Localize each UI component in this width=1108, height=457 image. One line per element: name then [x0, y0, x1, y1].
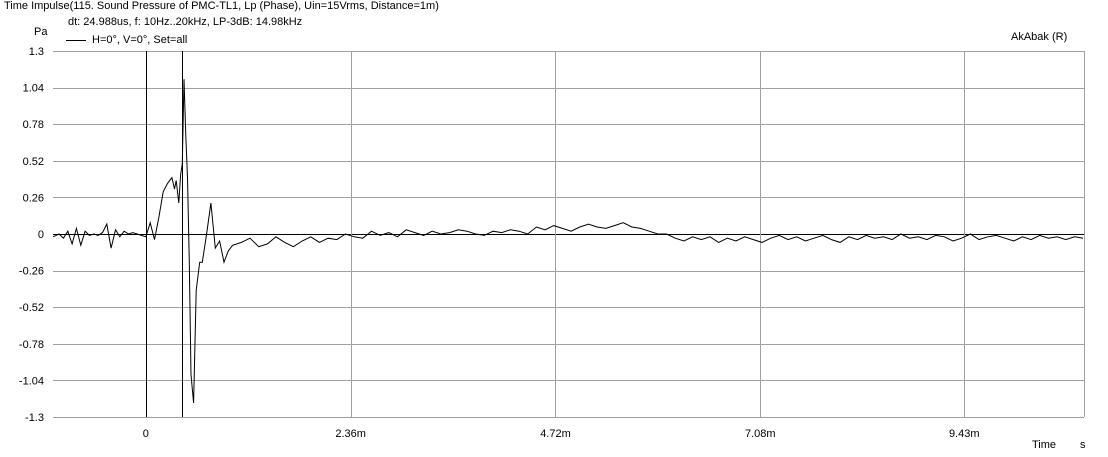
y-tick-label: 0.26 [23, 192, 44, 204]
y-tick-label: 0 [38, 229, 44, 241]
y-tick-label: 0.52 [23, 156, 44, 168]
y-axis-unit-label: Pa [34, 26, 48, 38]
y-tick-label: -0.26 [19, 266, 44, 278]
y-tick-label: 1.04 [23, 83, 44, 95]
legend-swatch [66, 40, 86, 41]
x-tick-label: 7.08m [745, 428, 776, 440]
chart-subtitle: dt: 24.988us, f: 10Hz..20kHz, LP-3dB: 14… [68, 16, 303, 28]
legend-label: H=0°, V=0°, Set=all [92, 34, 188, 46]
y-tick-label: -0.52 [19, 302, 44, 314]
x-axis-unit-label: s [1080, 439, 1086, 451]
x-axis-label: Time [1032, 439, 1057, 451]
series-line [52, 79, 1084, 403]
x-tick-label: 4.72m [540, 428, 571, 440]
x-tick-label: 9.43m [949, 428, 980, 440]
x-tick-label: 0 [143, 428, 149, 440]
watermark: AkAbak (R) [1011, 31, 1068, 43]
y-tick-label: -1.04 [19, 375, 44, 387]
chart-title: Time Impulse(115. Sound Pressure of PMC-… [4, 0, 439, 12]
y-tick-label: -0.78 [19, 339, 44, 351]
y-tick-label: 1.3 [29, 46, 44, 58]
y-tick-label: 0.78 [23, 119, 44, 131]
y-tick-label: -1.3 [25, 412, 44, 424]
x-tick-label: 2.36m [335, 428, 366, 440]
